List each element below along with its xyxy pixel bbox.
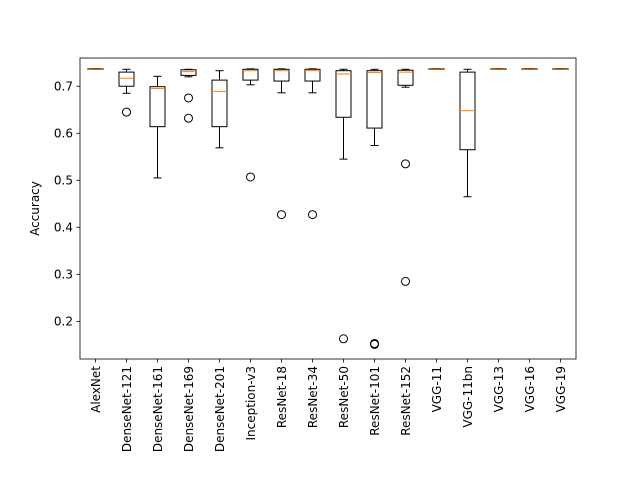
- x-tick-label: VGG-13: [492, 366, 506, 412]
- box-iqr: [304, 68, 321, 82]
- y-axis: 0.2 0.3 0.4 0.5 0.6 0.7: [54, 80, 80, 329]
- box-group-inception-v3: [242, 68, 259, 182]
- x-tick-label: Inception-v3: [244, 366, 258, 440]
- y-tick-label: 0.6: [54, 127, 73, 141]
- flier-point: [184, 113, 193, 123]
- x-tick-label: ResNet-152: [399, 366, 413, 436]
- flier-point: [246, 172, 255, 182]
- box-iqr: [242, 68, 259, 81]
- x-tick-label: DenseNet-121: [120, 366, 134, 452]
- flier-point: [401, 276, 410, 286]
- y-tick-label: 0.2: [54, 315, 73, 329]
- x-tick-label: AlexNet: [89, 366, 103, 413]
- x-tick-label: VGG-16: [523, 366, 537, 412]
- x-tick-label: ResNet-101: [368, 366, 382, 436]
- box-group-resnet-18: [273, 68, 290, 220]
- y-tick-label: 0.7: [54, 80, 73, 94]
- flier-point: [308, 210, 317, 220]
- x-tick-label: VGG-11: [430, 366, 444, 412]
- box-group-densenet-121: [118, 68, 135, 117]
- x-tick-label: VGG-19: [554, 366, 568, 412]
- x-tick-label: DenseNet-169: [182, 366, 196, 452]
- box-iqr: [149, 86, 166, 128]
- box-iqr: [273, 68, 290, 82]
- x-tick-label: ResNet-50: [337, 366, 351, 428]
- flier-point: [277, 210, 286, 220]
- plot-area: [87, 68, 569, 349]
- flier-point: [401, 159, 410, 169]
- box-group-vgg-19: [552, 68, 569, 70]
- box-group-resnet-152: [397, 68, 414, 286]
- box-group-vgg-11bn: [459, 68, 476, 198]
- box-group-densenet-201: [211, 70, 228, 149]
- y-tick-label: 0.5: [54, 174, 73, 188]
- box-group-alexnet: [87, 68, 104, 70]
- x-tick-label: ResNet-34: [306, 366, 320, 428]
- box-group-densenet-161: [149, 75, 166, 179]
- flier-point: [339, 334, 348, 344]
- y-axis-label: Accuracy: [28, 181, 42, 236]
- y-tick-label: 0.3: [54, 268, 73, 282]
- box-iqr: [366, 70, 383, 129]
- x-tick-label: VGG-11bn: [461, 366, 475, 428]
- box-iqr: [397, 69, 414, 86]
- box-group-resnet-50: [335, 68, 352, 344]
- flier-point: [370, 339, 379, 349]
- x-tick-label: ResNet-18: [275, 366, 289, 428]
- y-tick-label: 0.4: [54, 221, 73, 235]
- flier-point: [122, 107, 131, 117]
- x-tick-label: DenseNet-161: [151, 366, 165, 452]
- flier-point: [184, 93, 193, 103]
- box-group-resnet-34: [304, 68, 321, 220]
- box-group-vgg-11: [428, 68, 445, 70]
- box-group-vgg-16: [521, 68, 538, 70]
- box-group-vgg-13: [490, 68, 507, 70]
- box-iqr: [211, 79, 228, 128]
- box-group-resnet-101: [366, 68, 383, 349]
- box-iqr: [118, 71, 135, 87]
- x-axis: AlexNet DenseNet-121 DenseNet-161 DenseNet-…: [89, 359, 568, 452]
- box-iqr: [180, 69, 197, 76]
- box-iqr: [335, 70, 352, 118]
- x-tick-label: DenseNet-201: [213, 366, 227, 452]
- box-group-densenet-169: [180, 68, 197, 123]
- axes-frame: [79, 57, 577, 360]
